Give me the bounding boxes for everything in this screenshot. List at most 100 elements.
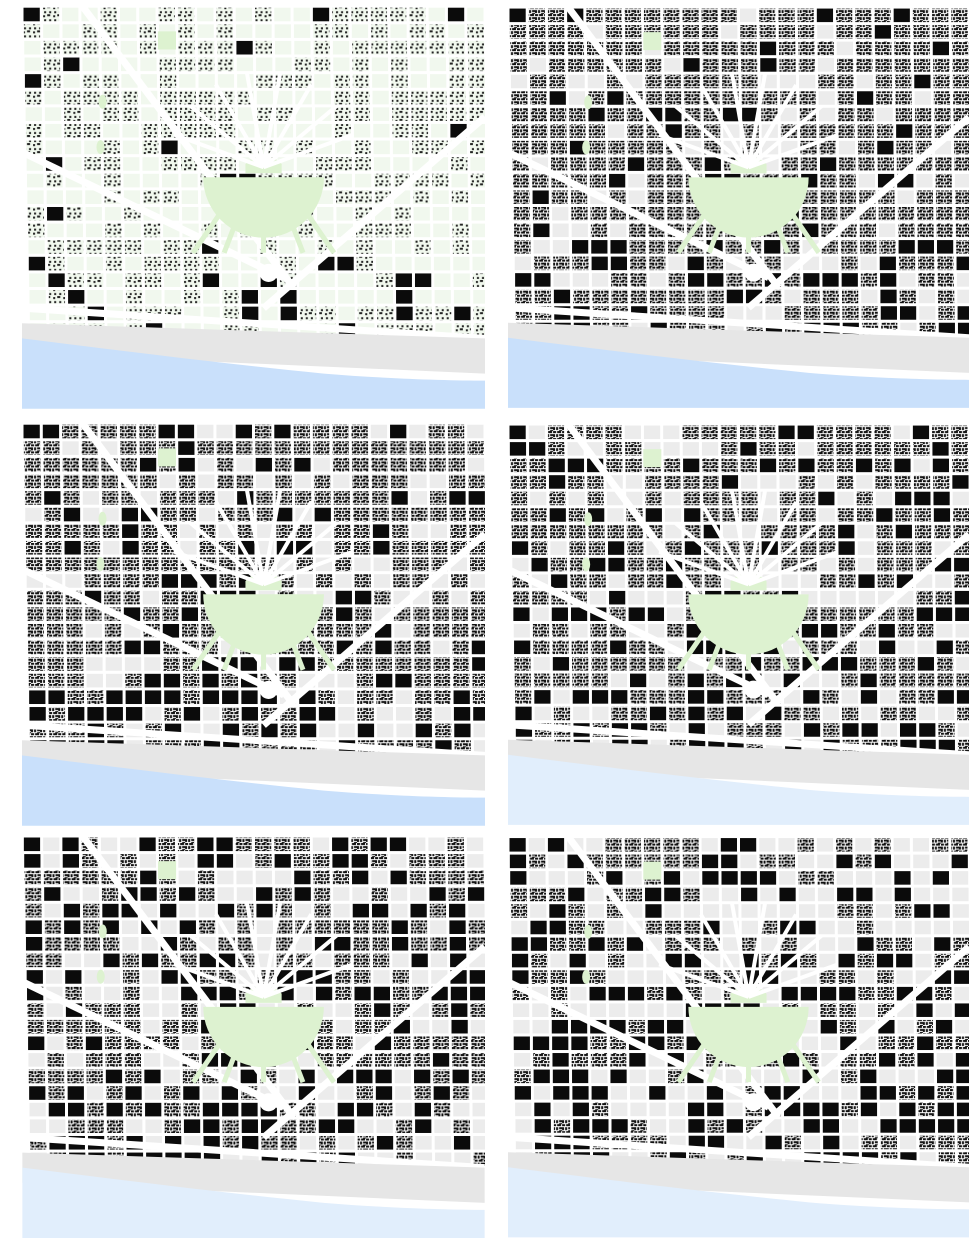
city-block [589, 157, 605, 171]
city-block [333, 58, 349, 72]
city-block [372, 920, 388, 934]
city-block [377, 724, 393, 738]
city-block [104, 970, 120, 984]
city-block [553, 1070, 569, 1084]
city-block [183, 257, 199, 271]
city-block [837, 871, 853, 885]
city-block [449, 920, 465, 934]
city-block [512, 937, 528, 951]
city-block [746, 306, 762, 320]
city-block [702, 459, 718, 473]
city-block [24, 838, 40, 852]
city-block [294, 458, 310, 472]
city-block [338, 290, 354, 304]
city-block [530, 904, 546, 918]
city-block [67, 1070, 83, 1084]
city-block [858, 987, 874, 1001]
city-block [667, 607, 683, 621]
city-block [740, 442, 756, 456]
city-block [746, 1136, 762, 1150]
city-block [390, 425, 406, 439]
city-block [140, 24, 156, 38]
city-block [429, 458, 445, 472]
city-block [703, 58, 719, 72]
city-block [899, 1103, 915, 1117]
city-block [705, 574, 721, 588]
city-block [952, 855, 968, 869]
city-block [338, 690, 354, 704]
city-block [799, 492, 815, 506]
city-block [951, 838, 967, 852]
city-block [353, 904, 369, 918]
city-block [937, 257, 953, 271]
city-block [142, 937, 158, 951]
city-block [374, 558, 390, 572]
city-block [879, 1053, 895, 1067]
city-block [27, 591, 43, 605]
city-block [957, 1086, 969, 1100]
city-block [140, 475, 156, 489]
city-block [376, 1086, 392, 1100]
city-block [394, 624, 410, 638]
city-block [357, 273, 373, 287]
city-block [898, 641, 914, 655]
city-block [376, 657, 392, 671]
city-block [682, 838, 698, 852]
city-block [530, 75, 546, 89]
city-block [802, 624, 818, 638]
small-park [582, 140, 590, 154]
city-block [140, 41, 156, 55]
city-block [469, 91, 485, 105]
city-block [356, 1070, 372, 1084]
city-block [877, 558, 893, 572]
city-block [667, 1020, 683, 1034]
city-block [625, 871, 641, 885]
city-block [573, 290, 589, 304]
city-block [181, 1003, 197, 1017]
city-block [534, 240, 550, 254]
city-block [894, 42, 910, 56]
city-block [163, 240, 179, 254]
city-block [842, 723, 858, 737]
city-block [573, 1119, 589, 1133]
city-block [553, 657, 569, 671]
city-block [937, 224, 953, 238]
city-block [532, 141, 548, 155]
city-block [611, 690, 627, 704]
city-block [782, 987, 798, 1001]
city-block [453, 674, 469, 688]
city-block [702, 42, 718, 56]
city-block [628, 157, 644, 171]
city-block [957, 1119, 969, 1133]
city-block [664, 58, 680, 72]
city-block [955, 607, 969, 621]
city-block [236, 854, 252, 868]
city-block [434, 257, 450, 271]
city-block [467, 854, 483, 868]
city-block [569, 91, 585, 105]
city-block [917, 224, 933, 238]
city-block [354, 124, 370, 138]
city-block [179, 475, 195, 489]
city-block [275, 854, 291, 868]
city-block [316, 574, 332, 588]
city-block [319, 1119, 335, 1133]
city-block [667, 190, 683, 204]
city-block [879, 224, 895, 238]
city-block [785, 1136, 801, 1150]
city-block [199, 491, 215, 505]
city-block [954, 141, 969, 155]
city-block [294, 441, 310, 455]
city-block [434, 674, 450, 688]
city-block [954, 558, 969, 572]
city-block [409, 838, 425, 852]
city-block [608, 937, 624, 951]
city-block [162, 591, 178, 605]
city-block [952, 442, 968, 456]
city-block [144, 240, 160, 254]
city-block [552, 224, 568, 238]
city-block [429, 425, 445, 439]
city-block [549, 871, 565, 885]
city-block [353, 937, 369, 951]
city-block [530, 58, 546, 72]
